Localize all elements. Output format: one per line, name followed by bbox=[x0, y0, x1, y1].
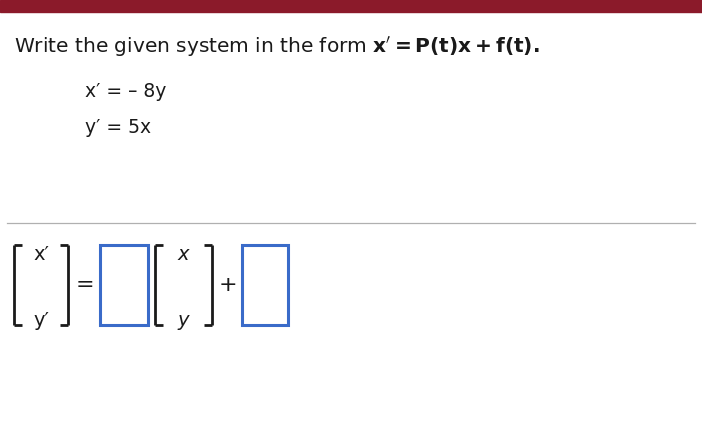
Bar bbox=[242, 245, 288, 325]
Text: +: + bbox=[219, 275, 237, 295]
Text: =: = bbox=[76, 275, 94, 295]
Text: x′ = – 8y: x′ = – 8y bbox=[85, 82, 166, 101]
Text: x′: x′ bbox=[33, 246, 49, 264]
Text: y: y bbox=[178, 310, 190, 329]
Text: y′ = 5x: y′ = 5x bbox=[85, 118, 151, 137]
Text: Write the given system in the form $\mathbf{x' = P(t)x + f(t).}$: Write the given system in the form $\mat… bbox=[14, 35, 540, 59]
Bar bbox=[100, 245, 148, 325]
Text: x: x bbox=[178, 246, 190, 264]
Text: y′: y′ bbox=[33, 310, 49, 329]
